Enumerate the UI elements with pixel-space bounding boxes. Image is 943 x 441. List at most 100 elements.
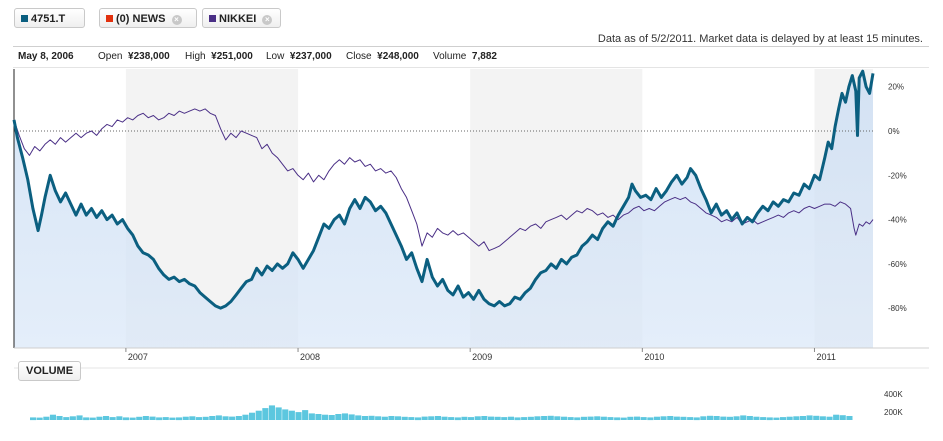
volume-bar bbox=[614, 417, 621, 421]
volume-tick-label: 200K bbox=[884, 408, 903, 417]
volume-bar bbox=[707, 415, 714, 420]
tab-label: 4751.T bbox=[31, 13, 66, 25]
volume-bar bbox=[268, 405, 275, 420]
volume-bar bbox=[634, 416, 641, 420]
volume-bar bbox=[76, 415, 83, 420]
volume-bar bbox=[733, 416, 740, 420]
volume-bar bbox=[813, 415, 820, 420]
volume-bar bbox=[627, 416, 634, 420]
y-tick-label: -60% bbox=[888, 260, 907, 269]
volume-bar bbox=[640, 417, 647, 420]
y-tick-label: -80% bbox=[888, 304, 907, 313]
volume-bar bbox=[415, 417, 422, 421]
volume-bar bbox=[561, 416, 568, 420]
volume-bar bbox=[474, 416, 481, 420]
volume-bar bbox=[229, 416, 236, 420]
volume-bar bbox=[713, 416, 720, 420]
tab-news[interactable]: (0) NEWS × bbox=[99, 8, 197, 28]
tab-4751-t[interactable]: 4751.T bbox=[14, 8, 85, 28]
volume-bar bbox=[607, 417, 614, 420]
volume-bar bbox=[83, 417, 90, 421]
volume-bar bbox=[103, 416, 110, 420]
volume-bar bbox=[315, 414, 322, 420]
volume-bar bbox=[773, 417, 780, 420]
volume-bar bbox=[355, 415, 362, 420]
ohlc-stats-bar: May 8, 2006 Open ¥238,000 High ¥251,000 … bbox=[13, 46, 929, 68]
volume-bar bbox=[647, 417, 654, 421]
volume-bar bbox=[215, 415, 222, 420]
volume-bar bbox=[521, 417, 528, 420]
volume-bar bbox=[527, 416, 534, 420]
volume-bar bbox=[720, 416, 727, 420]
volume-bar bbox=[401, 416, 408, 420]
volume-bar bbox=[620, 417, 627, 420]
volume-bar bbox=[448, 417, 455, 420]
volume-bar bbox=[328, 415, 335, 420]
volume-bar bbox=[839, 415, 846, 420]
stat-open: Open ¥238,000 bbox=[98, 51, 170, 62]
stat-low: Low ¥237,000 bbox=[266, 51, 332, 62]
y-tick-label: -40% bbox=[888, 216, 907, 225]
volume-bar bbox=[235, 416, 242, 420]
volume-bar bbox=[766, 417, 773, 421]
series-area-4751t bbox=[14, 71, 873, 348]
volume-bar bbox=[434, 416, 441, 420]
volume-bar bbox=[142, 416, 149, 420]
y-tick-label: -20% bbox=[888, 171, 907, 180]
volume-bar bbox=[680, 416, 687, 420]
close-icon[interactable]: × bbox=[171, 15, 182, 25]
close-icon[interactable]: × bbox=[262, 15, 273, 25]
volume-bar bbox=[653, 416, 660, 420]
volume-bar bbox=[693, 417, 700, 421]
volume-bar bbox=[819, 416, 826, 420]
volume-bar bbox=[288, 410, 295, 420]
volume-bar bbox=[109, 417, 116, 420]
volume-bar bbox=[673, 416, 680, 420]
series-line-4751-t bbox=[12, 69, 875, 310]
volume-bar bbox=[660, 416, 667, 420]
volume-bar bbox=[461, 416, 468, 420]
volume-bar bbox=[408, 417, 415, 420]
volume-bar bbox=[169, 417, 176, 420]
volume-bar bbox=[295, 412, 302, 420]
volume-bar bbox=[36, 417, 43, 420]
volume-bar bbox=[149, 416, 156, 420]
y-tick-label: 0% bbox=[888, 127, 900, 136]
volume-bar bbox=[116, 416, 123, 420]
volume-bar bbox=[421, 416, 428, 420]
volume-bar bbox=[43, 416, 50, 420]
volume-button[interactable]: VOLUME bbox=[18, 361, 82, 381]
volume-bar bbox=[753, 416, 760, 420]
tab-label: NIKKEI bbox=[219, 13, 257, 25]
volume-bar bbox=[49, 414, 56, 420]
volume-bar bbox=[275, 407, 282, 420]
volume-bar bbox=[381, 416, 388, 420]
volume-bar bbox=[687, 417, 694, 420]
volume-bar bbox=[441, 416, 448, 420]
volume-bar bbox=[335, 414, 342, 420]
volume-bar bbox=[567, 417, 574, 420]
volume-bar bbox=[793, 416, 800, 420]
series-color-swatch bbox=[106, 15, 113, 22]
x-tick-label: 2009 bbox=[472, 352, 492, 362]
volume-bar bbox=[667, 416, 674, 420]
volume-bar bbox=[501, 417, 508, 420]
tab-nikkei[interactable]: NIKKEI × bbox=[202, 8, 281, 28]
volume-bar bbox=[587, 416, 594, 420]
volume-bar bbox=[780, 417, 787, 420]
y-tick-label: 20% bbox=[888, 83, 904, 92]
volume-bar bbox=[574, 417, 581, 421]
volume-bar bbox=[195, 417, 202, 420]
volume-bar bbox=[833, 414, 840, 420]
volume-bar bbox=[255, 410, 262, 420]
volume-bar bbox=[249, 412, 256, 420]
volume-bar bbox=[786, 416, 793, 420]
volume-bar bbox=[69, 416, 76, 420]
volume-bar bbox=[368, 415, 375, 420]
volume-bar bbox=[156, 417, 163, 421]
volume-bar bbox=[541, 416, 548, 420]
volume-bar bbox=[746, 416, 753, 420]
volume-bar bbox=[56, 416, 63, 420]
volume-bar bbox=[395, 416, 402, 420]
